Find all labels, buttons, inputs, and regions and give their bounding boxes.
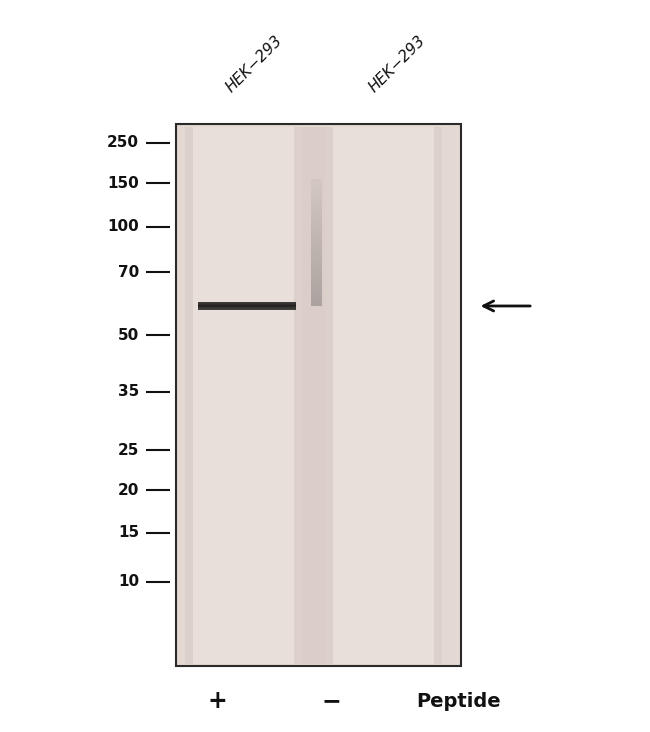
Text: HEK−293: HEK−293	[224, 33, 286, 95]
Bar	[311, 184, 322, 188]
Bar	[311, 225, 322, 230]
Bar	[198, 309, 296, 310]
Bar	[311, 234, 322, 239]
Bar	[311, 222, 322, 225]
Bar	[185, 127, 193, 664]
Bar	[311, 209, 322, 213]
Text: 10: 10	[118, 575, 139, 589]
Text: 100: 100	[107, 220, 139, 234]
Bar	[198, 306, 296, 307]
Bar	[311, 294, 322, 297]
Bar	[311, 188, 322, 192]
Bar	[311, 280, 322, 285]
Bar	[294, 127, 302, 664]
Text: 35: 35	[118, 384, 139, 399]
Bar	[311, 179, 322, 184]
Bar	[311, 213, 322, 217]
Bar	[198, 307, 296, 308]
Text: 70: 70	[118, 265, 139, 280]
Bar	[311, 268, 322, 272]
Text: Peptide: Peptide	[416, 692, 500, 711]
Bar	[311, 251, 322, 255]
Text: HEK−293: HEK−293	[367, 33, 429, 95]
Bar	[311, 239, 322, 243]
Text: +: +	[208, 690, 227, 713]
Bar	[311, 230, 322, 234]
Text: 50: 50	[118, 328, 139, 343]
Bar	[302, 127, 325, 664]
Text: −: −	[322, 690, 341, 713]
Bar	[311, 217, 322, 222]
Bar	[311, 247, 322, 251]
Bar	[311, 192, 322, 196]
Bar	[311, 255, 322, 260]
Bar	[311, 272, 322, 277]
Bar	[311, 264, 322, 268]
Bar	[311, 205, 322, 209]
Bar	[176, 124, 461, 666]
Text: 150: 150	[107, 176, 139, 190]
Bar	[198, 308, 296, 309]
Bar	[311, 289, 322, 294]
Bar	[198, 302, 296, 303]
Bar	[311, 196, 322, 201]
Bar	[311, 277, 322, 280]
Bar	[198, 304, 296, 305]
Bar	[198, 305, 296, 306]
Text: 15: 15	[118, 526, 139, 540]
Bar	[311, 201, 322, 205]
Bar	[198, 303, 296, 304]
Text: 20: 20	[118, 483, 139, 498]
Bar	[434, 127, 442, 664]
Text: 250: 250	[107, 135, 139, 150]
Bar	[311, 285, 322, 289]
Bar	[311, 260, 322, 264]
Bar	[311, 297, 322, 302]
Bar	[325, 127, 442, 664]
Bar	[311, 302, 322, 306]
Bar	[311, 243, 322, 247]
Bar	[325, 127, 333, 664]
Bar	[185, 127, 302, 664]
Text: 25: 25	[118, 443, 139, 458]
